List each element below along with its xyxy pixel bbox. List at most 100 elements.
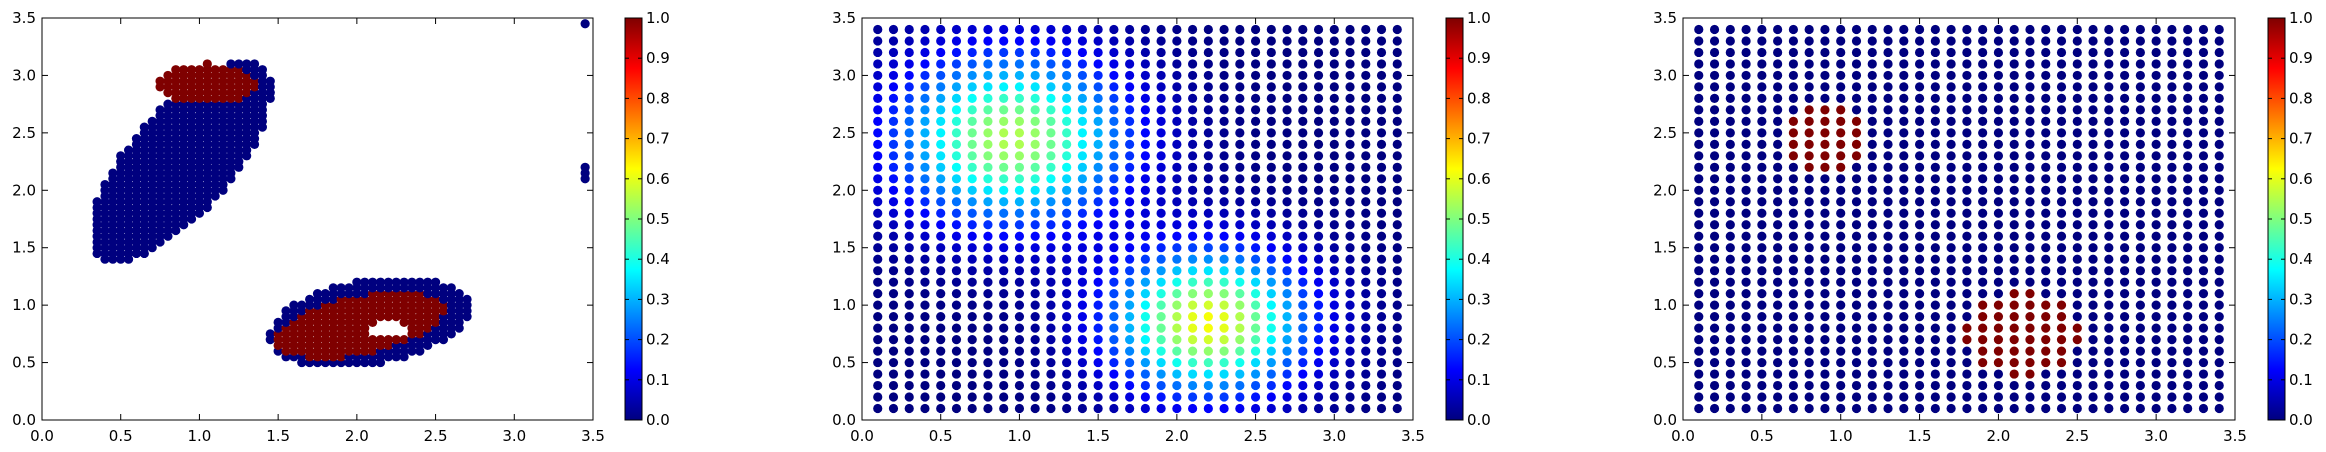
scatter-point [352, 277, 362, 287]
scatter-point [1741, 312, 1751, 322]
scatter-point [1930, 312, 1940, 322]
scatter-point [2135, 335, 2145, 345]
scatter-point [1219, 289, 1229, 299]
scatter-point [1093, 47, 1103, 58]
scatter-point [1899, 162, 1909, 172]
scatter-point [983, 335, 993, 345]
scatter-point [1804, 128, 1814, 138]
scatter-point [2135, 369, 2145, 379]
scatter-point [873, 289, 883, 299]
scatter-point [1820, 59, 1830, 69]
scatter-point [2151, 116, 2161, 126]
scatter-point [1361, 116, 1371, 126]
scatter-point [1298, 220, 1308, 230]
scatter-point [1329, 128, 1339, 138]
scatter-point [1282, 162, 1292, 172]
scatter-point [1282, 116, 1292, 126]
scatter-point [383, 277, 393, 287]
scatter-point [1804, 105, 1814, 115]
scatter-point [2025, 289, 2035, 299]
scatter-point [967, 357, 977, 368]
scatter-point [1014, 24, 1025, 35]
scatter-point [1978, 151, 1988, 161]
scatter-point [1219, 47, 1229, 58]
scatter-point [1109, 380, 1119, 391]
scatter-point [1993, 312, 2004, 322]
x-tick-label: 3.0 [1322, 427, 1346, 445]
scatter-point [1851, 392, 1862, 402]
scatter-point [2088, 197, 2098, 207]
scatter-point [1203, 82, 1213, 92]
scatter-point [1804, 254, 1814, 264]
scatter-point [1235, 174, 1245, 184]
scatter-point [1062, 266, 1072, 276]
scatter-point [1993, 346, 2004, 356]
scatter-point [1093, 323, 1103, 333]
scatter-point [1836, 162, 1846, 172]
scatter-point [179, 65, 189, 75]
scatter-point [967, 105, 977, 115]
scatter-point [1836, 335, 1846, 345]
scatter-point [2214, 116, 2224, 126]
scatter-point [2167, 312, 2177, 322]
scatter-point [1203, 151, 1213, 161]
scatter-point [2151, 208, 2161, 218]
scatter-point [1235, 335, 1245, 345]
scatter-point [1203, 312, 1213, 322]
y-tick-label: 2.0 [1653, 181, 1677, 199]
scatter-point [446, 283, 456, 293]
scatter-point [1851, 254, 1862, 264]
scatter-point [1741, 357, 1751, 368]
scatter-point [1993, 82, 2004, 92]
scatter-point [1914, 369, 1925, 379]
scatter-point [1694, 185, 1704, 195]
scatter-point [1345, 243, 1355, 253]
colorbar-tick-label: 1.0 [2289, 9, 2313, 27]
scatter-point [1062, 59, 1072, 69]
colorbar-tick-label: 0.2 [1467, 331, 1491, 349]
scatter-point [1914, 82, 1925, 92]
scatter-point [2120, 151, 2130, 161]
scatter-point [1188, 70, 1198, 81]
scatter-point [1741, 162, 1751, 172]
scatter-point [1219, 392, 1229, 402]
scatter-point [1219, 82, 1229, 92]
scatter-point [1694, 162, 1704, 172]
scatter-point [1125, 254, 1135, 264]
scatter-point [1266, 185, 1276, 195]
scatter-point [1757, 162, 1767, 172]
scatter-point [1851, 369, 1862, 379]
scatter-point [1172, 289, 1182, 299]
scatter-point [1077, 231, 1087, 241]
scatter-point [1694, 369, 1704, 379]
x-tick-label: 1.5 [266, 427, 290, 445]
scatter-point [967, 24, 977, 35]
scatter-point [1219, 380, 1229, 391]
scatter-point [888, 59, 899, 69]
scatter-point [1345, 151, 1355, 161]
scatter-point [265, 329, 275, 339]
scatter-point [2041, 105, 2051, 115]
scatter-point [1392, 312, 1402, 322]
scatter-point [1725, 82, 1735, 92]
scatter-point [904, 24, 914, 35]
scatter-point [1046, 266, 1056, 276]
scatter-point [1203, 323, 1213, 333]
scatter-point [1914, 36, 1925, 46]
scatter-point [1156, 266, 1166, 276]
scatter-point [2104, 185, 2114, 195]
colorbar-tick-label: 0.4 [2289, 250, 2313, 268]
scatter-point [1014, 243, 1025, 253]
scatter-point [1993, 277, 2004, 287]
scatter-point [2135, 36, 2145, 46]
scatter-point [2025, 162, 2035, 172]
scatter-point [1962, 369, 1972, 379]
scatter-point [1093, 220, 1103, 230]
scatter-point [1709, 369, 1720, 379]
scatter-point [1093, 197, 1103, 207]
scatter-point [1125, 47, 1135, 58]
scatter-point [1376, 289, 1387, 299]
scatter-point [2198, 323, 2209, 333]
scatter-point [904, 36, 914, 46]
scatter-point [2041, 289, 2051, 299]
